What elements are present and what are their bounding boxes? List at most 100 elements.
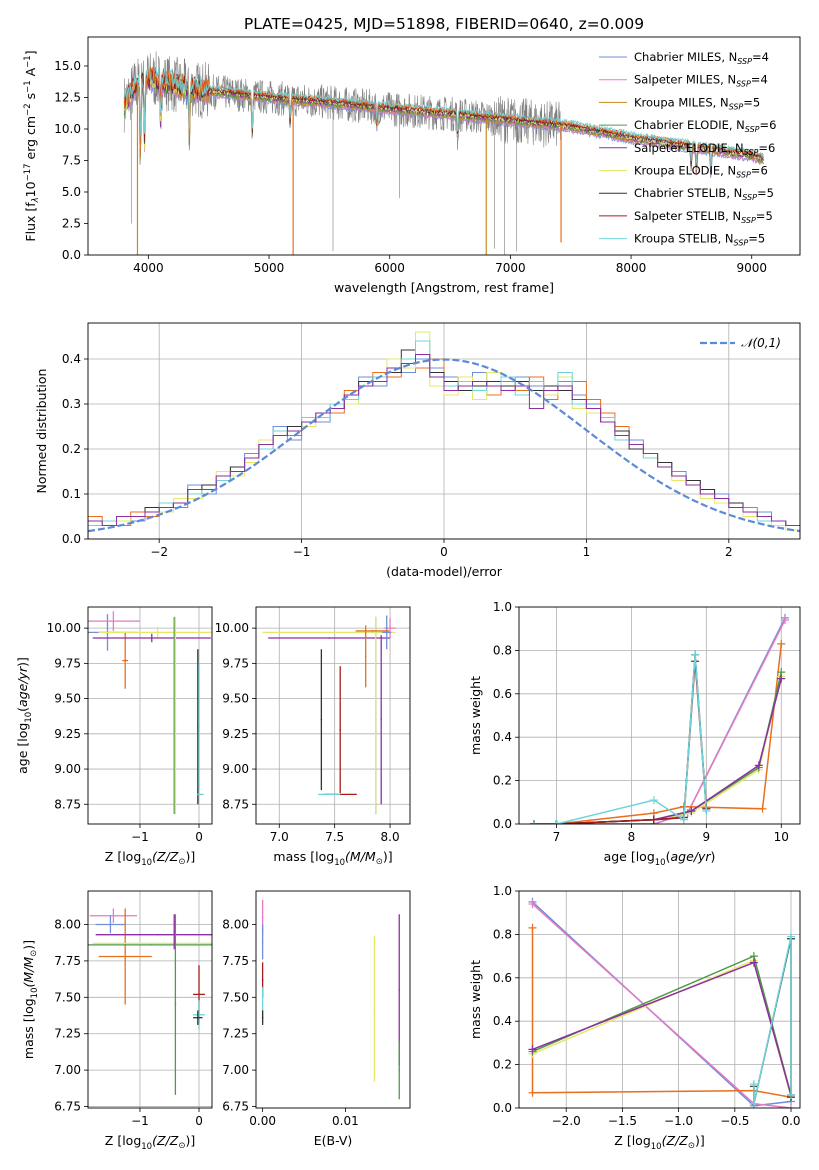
weight-marker	[777, 674, 786, 683]
y-tick-label: 0.2	[493, 774, 512, 788]
panel-age_vs_mass: 7.0 7.5 8.0 8.75 9.00 9.25 9.50 9.75 10.00 mass […	[215, 606, 411, 868]
x-axis-label: Z [log10(Z/Z⊙)]	[105, 1133, 195, 1152]
legend-model: Salpeter MILES	[634, 73, 720, 87]
axes-frame	[255, 606, 411, 825]
legend-model: Kroupa MILES	[634, 95, 713, 109]
axis-label-part: =	[743, 95, 753, 109]
axis-label-part: =	[751, 73, 761, 87]
axis-label-part: =	[756, 209, 766, 223]
data-point	[380, 718, 382, 721]
y-tick-label: 0.0	[62, 532, 81, 546]
weight-line-orange	[531, 927, 792, 1098]
axis-label-part: ⊙	[688, 1141, 695, 1151]
legend-entry: Kroupa ELODIE, NSSP=6	[634, 164, 768, 180]
axis-label-part: ⊙	[29, 950, 39, 957]
axes-frame	[518, 606, 801, 825]
weight-marker	[679, 815, 688, 824]
weight-line-salpeter_miles	[534, 619, 786, 824]
axes-frame	[87, 606, 213, 825]
y-tick-label: 10.0	[54, 122, 81, 136]
data-point	[156, 942, 159, 945]
axis-label-part: (Z/Z	[152, 1133, 179, 1148]
axis-label-part: 10	[141, 1142, 152, 1152]
y-tick-label: 0.4	[62, 352, 81, 366]
x-axis-label-text: Z [log	[614, 1133, 650, 1148]
axis-label-part: (M/M	[345, 849, 376, 864]
y-tick-label: 7.50	[54, 990, 81, 1004]
axis-label-part: , N	[728, 141, 744, 155]
axis-label-part: SSP	[729, 102, 744, 111]
x-tick-label: 4000	[133, 261, 164, 275]
panel-mass_vs_Z: −1 06.757.007.257.507.758.00Z [log10(Z/Z⊙…	[21, 890, 213, 1152]
y-axis-label: mass weight	[468, 676, 483, 755]
legend-model: Kroupa STELIB	[634, 232, 718, 246]
x-axis-label: wavelength [Angstrom, rest frame]	[334, 280, 554, 295]
y-tick-label: 9.75	[222, 656, 249, 670]
y-tick-label: 7.00	[54, 1063, 81, 1077]
y-tick-label: 0.0	[62, 248, 81, 262]
axis-label-part: 10	[141, 858, 152, 868]
x-axis-label: mass [log10(M/M⊙)]	[273, 849, 392, 868]
data-point	[398, 989, 401, 991]
axis-label-part: )]	[15, 657, 30, 667]
axis-label-part: )]	[695, 1133, 705, 1148]
axis-label-part: 10	[655, 858, 666, 868]
x-tick-label: −2.0	[552, 1114, 581, 1128]
x-axis-label-text: mass [log	[273, 849, 334, 864]
plot-area-weight_vs_Z	[519, 891, 800, 1108]
y-axis-label-text: Normed distribution	[34, 369, 49, 494]
axis-label-part: =	[760, 118, 770, 132]
x-tick-label: −1	[131, 1114, 149, 1128]
data-point	[261, 941, 264, 943]
x-tick-label: 7000	[495, 261, 526, 275]
data-point	[112, 914, 115, 917]
weight-marker	[529, 820, 538, 824]
axis-label-part: −2	[23, 103, 33, 116]
y-axis-label-text: mass weight	[468, 676, 483, 755]
y-tick-label: 8.00	[54, 917, 81, 931]
weight-marker	[787, 1090, 796, 1099]
axis-label-part: −17	[23, 163, 33, 181]
weight-marker	[649, 815, 658, 824]
axis-label-part: 10	[30, 987, 40, 998]
axis-label-part: 10	[24, 712, 34, 723]
y-tick-label: 7.75	[222, 954, 249, 968]
y-tick-label: 0.6	[493, 971, 512, 985]
y-tick-label: 0.3	[62, 397, 81, 411]
x-tick-label: 8	[628, 830, 636, 844]
y-tick-label: 0.1	[62, 487, 81, 501]
x-axis-label-text: E(B-V)	[314, 1133, 353, 1148]
x-tick-label: 10	[774, 830, 789, 844]
axis-label-part: , N	[726, 186, 742, 200]
weight-marker	[749, 958, 758, 967]
axes-frame	[87, 890, 213, 1109]
y-tick-label: 0.2	[493, 1058, 512, 1072]
weight-marker	[691, 650, 700, 659]
data-point	[389, 627, 391, 629]
axis-label-part: =	[748, 232, 758, 246]
weight-marker	[777, 639, 786, 648]
legend-entry: Salpeter STELIB, NSSP=5	[634, 209, 773, 225]
legend-model: Kroupa ELODIE	[634, 164, 720, 178]
y-tick-label: 0.6	[493, 687, 512, 701]
legend-entry: Chabrier STELIB, NSSP=5	[634, 186, 774, 202]
data-point	[156, 933, 159, 936]
data-point	[198, 993, 200, 996]
data-point	[150, 944, 153, 946]
y-tick-label: 7.25	[54, 1027, 81, 1041]
axis-label-part: , N	[718, 232, 734, 246]
x-axis-label-text: wavelength [Angstrom, rest frame]	[334, 280, 554, 295]
y-tick-label: 0.0	[493, 817, 512, 831]
y-axis-label-text: mass [log	[21, 998, 36, 1059]
x-tick-label: 0	[195, 1114, 203, 1128]
y-tick-label: 7.25	[222, 1027, 249, 1041]
axis-label-part: SSP	[745, 125, 760, 134]
data-point	[173, 930, 176, 933]
y-tick-label: 15.0	[54, 59, 81, 73]
legend-nssp: 5	[765, 209, 772, 223]
y-tick-label: 7.00	[222, 1063, 249, 1077]
axis-label-part: , N	[729, 118, 745, 132]
y-tick-label: 7.50	[222, 990, 249, 1004]
x-tick-label: 0.00	[249, 1114, 276, 1128]
